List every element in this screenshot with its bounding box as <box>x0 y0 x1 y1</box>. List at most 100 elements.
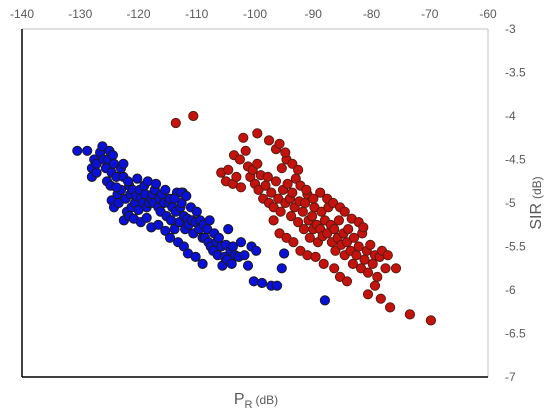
data-point <box>150 178 162 189</box>
data-point <box>164 232 176 243</box>
data-point <box>362 289 374 300</box>
x-tick-labels: -140 -130 -120 -110 -100 -90 -80 -70 -60 <box>10 7 497 21</box>
data-point <box>380 263 391 274</box>
data-point <box>153 219 164 230</box>
series-2 <box>170 110 436 326</box>
data-point <box>242 260 254 271</box>
data-point <box>82 145 93 156</box>
x-axis-title-subscript: R <box>245 399 253 411</box>
data-point <box>91 167 102 178</box>
data-point <box>231 171 242 182</box>
data-point <box>248 276 259 287</box>
data-point <box>240 145 251 156</box>
series-1 <box>72 141 330 306</box>
y-tick-labels: -3 -3.5 -4 -4.5 -5 -5.5 -6 -6.5 -7 <box>505 22 526 384</box>
data-point <box>279 248 290 259</box>
data-points <box>72 110 436 326</box>
data-point <box>282 178 293 189</box>
data-point <box>358 222 369 233</box>
data-point <box>287 187 298 198</box>
data-point <box>276 163 287 174</box>
data-point <box>319 295 330 306</box>
data-point <box>160 184 171 195</box>
data-point <box>307 211 318 222</box>
y-tick-label: -4 <box>505 109 516 123</box>
x-tick-label: -60 <box>479 7 497 21</box>
data-point <box>275 206 286 217</box>
data-point <box>372 271 383 282</box>
data-point <box>280 147 291 158</box>
data-point <box>132 173 143 184</box>
data-point <box>181 190 192 202</box>
data-point <box>298 224 309 235</box>
data-point <box>369 280 381 291</box>
data-point <box>365 239 376 250</box>
data-point <box>188 110 199 122</box>
data-point <box>141 212 152 223</box>
data-point <box>329 224 340 235</box>
y-axis-title-unit: (dB) <box>530 176 544 199</box>
x-tick-label: -130 <box>68 7 92 21</box>
x-tick-label: -90 <box>305 7 323 21</box>
x-tick-label: -70 <box>421 7 439 21</box>
data-point <box>238 132 249 143</box>
data-point <box>263 135 275 146</box>
data-point <box>385 302 396 313</box>
data-point <box>288 237 299 248</box>
x-axis-title-unit: (dB) <box>255 393 278 407</box>
data-point <box>223 164 234 175</box>
data-point <box>353 241 364 252</box>
data-point <box>318 258 329 269</box>
data-point <box>191 206 202 217</box>
y-tick-label: -6.5 <box>505 327 526 341</box>
data-point <box>304 232 315 243</box>
data-point <box>333 215 344 226</box>
data-point <box>382 250 393 261</box>
data-point <box>252 128 263 139</box>
data-point <box>256 277 268 289</box>
data-point <box>262 171 273 182</box>
data-point <box>235 182 247 193</box>
data-point <box>266 187 277 198</box>
data-point <box>302 250 313 261</box>
data-point <box>287 158 298 169</box>
data-point <box>375 293 386 304</box>
data-point <box>348 232 360 243</box>
data-point <box>390 263 402 274</box>
data-point <box>315 187 326 198</box>
data-point <box>122 176 134 187</box>
data-point <box>404 309 415 320</box>
x-tick-label: -140 <box>10 7 34 21</box>
data-point <box>239 250 250 261</box>
x-tick-label: -120 <box>126 7 150 21</box>
plot-frame <box>21 28 489 378</box>
data-point <box>362 267 374 278</box>
data-point <box>339 206 350 217</box>
data-point <box>213 232 224 243</box>
data-point <box>274 138 285 149</box>
data-point <box>197 258 208 269</box>
y-axis-title-main: SIR <box>528 203 545 230</box>
x-axis-title-main: P <box>234 391 245 408</box>
data-point <box>204 215 215 226</box>
data-point <box>252 158 263 169</box>
y-tick-label: -6 <box>505 283 516 297</box>
x-tick-label: -100 <box>243 7 267 21</box>
data-point <box>329 263 340 274</box>
data-point <box>235 237 247 248</box>
data-point <box>347 258 358 269</box>
data-point <box>226 258 237 269</box>
data-point <box>301 184 312 195</box>
data-point <box>111 182 122 193</box>
x-tick-label: -110 <box>185 7 208 21</box>
y-tick-label: -5.5 <box>505 240 526 254</box>
y-tick-label: -3.5 <box>505 66 526 80</box>
data-point <box>234 154 245 165</box>
data-point <box>107 150 119 161</box>
data-point <box>308 193 319 204</box>
y-axis-title: SIR (dB) <box>528 176 545 229</box>
data-point <box>293 217 304 228</box>
data-point <box>297 206 308 217</box>
data-point <box>118 158 129 169</box>
